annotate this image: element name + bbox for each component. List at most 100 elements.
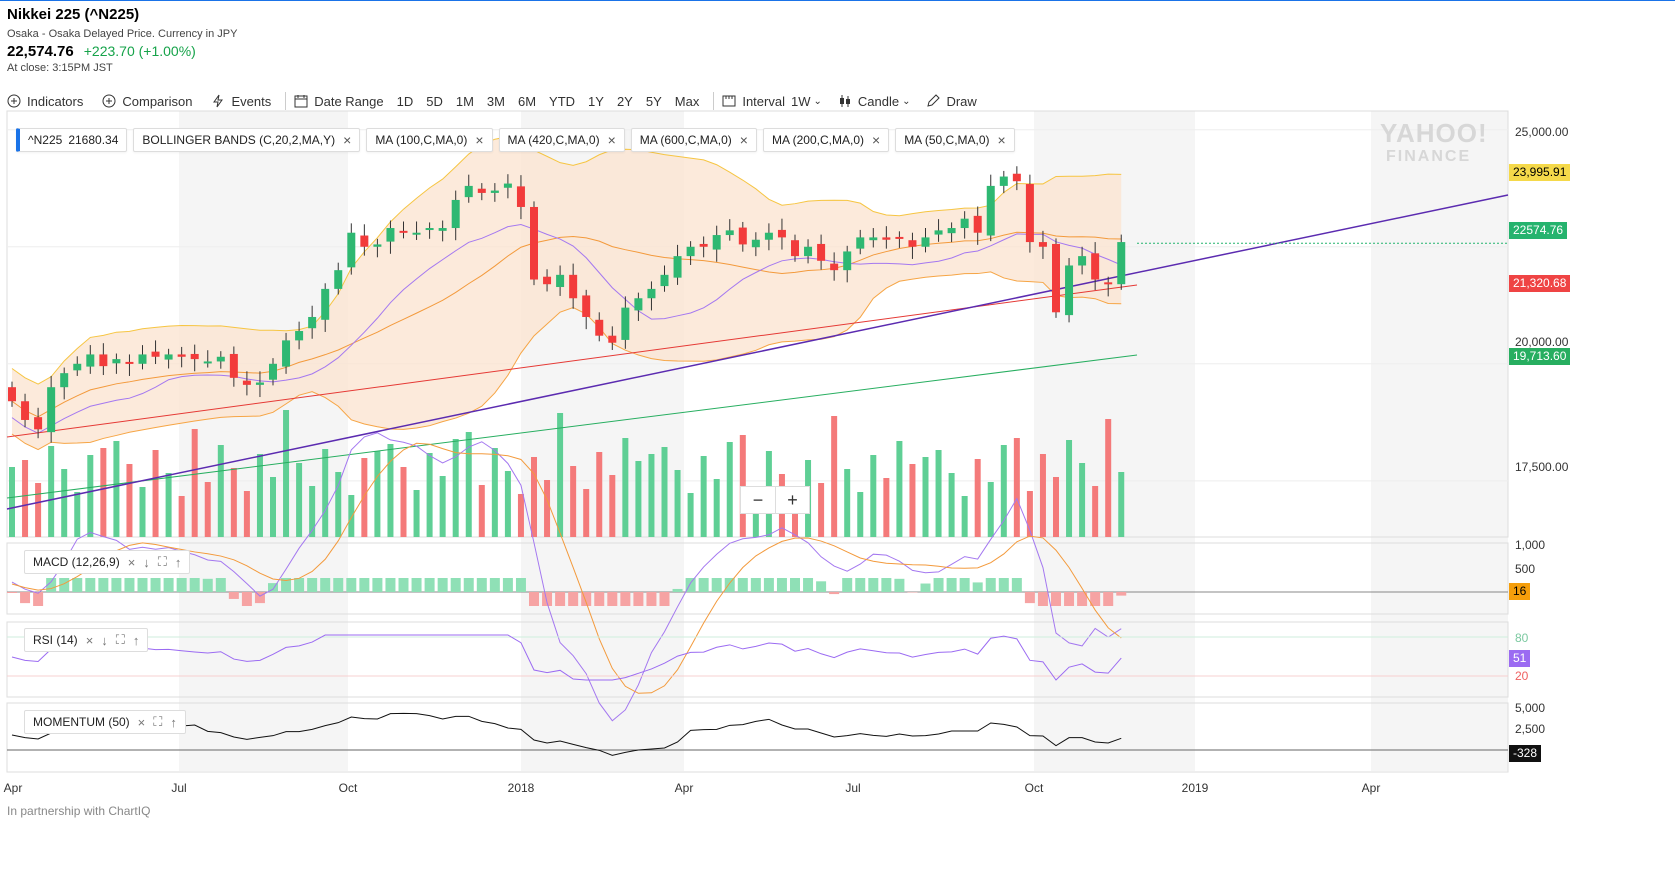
candle-body	[125, 361, 134, 364]
exchange-info: Osaka - Osaka Delayed Price. Currency in…	[7, 28, 238, 40]
volume-bar	[1079, 463, 1086, 537]
range-1y[interactable]: 1Y	[588, 93, 604, 109]
volume-bar	[439, 476, 446, 537]
study-chip[interactable]: MA (50,C,MA,0) ×	[895, 128, 1015, 152]
macd-histogram-bar	[111, 578, 122, 592]
volume-bar	[622, 438, 629, 537]
candle-body	[647, 288, 656, 299]
range-3m[interactable]: 3M	[486, 93, 505, 109]
comparison-button[interactable]: Comparison	[102, 89, 192, 113]
arrow-down-icon[interactable]: ↓	[143, 554, 150, 570]
indicators-button[interactable]: Indicators	[7, 89, 83, 113]
price-change: +223.70 (+1.00%)	[83, 43, 196, 59]
arrow-up-icon[interactable]: ↑	[170, 714, 177, 730]
macd-histogram-bar	[72, 578, 83, 592]
events-button[interactable]: Events	[211, 89, 271, 113]
range-5y[interactable]: 5Y	[645, 93, 662, 109]
arrow-up-icon[interactable]: ↑	[174, 554, 182, 570]
macd-histogram-bar	[359, 578, 370, 592]
candle-body	[1065, 265, 1074, 316]
close-icon[interactable]: ×	[343, 132, 352, 148]
macd-histogram-bar	[150, 578, 161, 592]
arrow-up-icon[interactable]: ↑	[132, 632, 140, 648]
study-chip[interactable]: BOLLINGER BANDS (C,20,2,MA,Y) ×	[133, 128, 361, 152]
candle-body	[725, 230, 734, 236]
study-chip[interactable]: MA (420,C,MA,0) ×	[498, 128, 625, 152]
candle-body	[438, 228, 447, 231]
candle-body	[334, 270, 343, 289]
candle-body	[934, 230, 943, 235]
macd-histogram-bar	[685, 578, 696, 592]
date-range-button[interactable]: Date Range	[294, 89, 384, 113]
yahoo-watermark: YAHOO!	[1380, 118, 1488, 148]
range-1m[interactable]: 1M	[455, 93, 474, 109]
expand-icon[interactable]: ⛶	[153, 714, 163, 729]
study-chip[interactable]: MA (200,C,MA,0) ×	[762, 128, 890, 152]
expand-icon[interactable]: ⛶	[115, 632, 125, 647]
candle-body	[516, 186, 525, 207]
symbol-chip[interactable]: ^N225 21680.34	[16, 128, 128, 152]
draw-label: Draw	[946, 93, 977, 109]
study-chip[interactable]: MA (600,C,MA,0) ×	[630, 128, 757, 152]
close-icon[interactable]: ×	[997, 132, 1006, 148]
close-icon[interactable]: ×	[739, 132, 748, 148]
arrow-down-icon[interactable]: ↓	[101, 632, 108, 648]
zoom-in-button[interactable]: +	[775, 487, 809, 513]
macd-histogram-bar	[85, 578, 96, 592]
close-icon[interactable]: ×	[607, 132, 616, 148]
close-icon[interactable]: ×	[127, 554, 136, 570]
macd-signal-line	[11, 442, 1122, 694]
close-icon[interactable]: ×	[872, 132, 881, 148]
symbol-name: ^N225	[28, 133, 63, 147]
range-ytd[interactable]: YTD	[549, 93, 576, 109]
range-5d[interactable]: 5D	[426, 93, 443, 109]
bb-upper-tag: 23,995.91	[1509, 164, 1571, 181]
candle-body	[999, 176, 1008, 186]
study-chip[interactable]: MA (100,C,MA,0) ×	[366, 128, 493, 152]
macd-histogram-bar	[646, 592, 657, 606]
draw-button[interactable]: Draw	[926, 89, 977, 113]
x-tick: Oct	[338, 781, 358, 795]
volume-bar	[191, 429, 198, 537]
close-time: At close: 3:15PM JST	[7, 62, 113, 74]
volume-bar	[726, 442, 733, 537]
volume-bar	[544, 480, 551, 537]
volume-bar	[635, 461, 642, 537]
zoom-out-button[interactable]: −	[752, 489, 764, 510]
candle-body	[882, 237, 891, 240]
macd-histogram-bar	[7, 592, 17, 593]
macd-histogram-bar	[529, 592, 539, 606]
candle-body	[751, 239, 760, 248]
candle-body	[203, 361, 212, 364]
rsi-panel-chip: RSI (14) × ↓ ⛶ ↑	[24, 628, 149, 652]
close-icon[interactable]: ×	[137, 714, 146, 730]
x-tick: Jul	[845, 781, 861, 795]
ma-green-line	[6, 354, 1138, 499]
range-2y[interactable]: 2Y	[616, 93, 633, 109]
interval-button[interactable]: Interval 1W ⌄	[722, 89, 822, 113]
ma-purple-line	[11, 224, 1122, 434]
close-icon[interactable]: ×	[475, 132, 484, 148]
candle-body	[699, 243, 708, 247]
candle-body	[621, 307, 630, 340]
candle-body	[425, 228, 434, 231]
macd-histogram-bar	[59, 578, 70, 592]
candle-body	[986, 185, 995, 236]
close-icon[interactable]: ×	[85, 632, 94, 648]
plus-circle-icon	[7, 94, 21, 108]
range-6m[interactable]: 6M	[517, 93, 537, 109]
candle-body	[738, 227, 747, 245]
candle-body	[530, 206, 538, 280]
macd-histogram-bar	[698, 578, 709, 592]
expand-icon[interactable]: ⛶	[157, 554, 167, 569]
range-1d[interactable]: 1D	[396, 93, 414, 109]
candle-body	[843, 251, 852, 271]
range-max[interactable]: Max	[674, 93, 700, 109]
chart-type-button[interactable]: Candle ⌄	[838, 89, 910, 113]
candle-body	[543, 276, 552, 285]
candle-body	[1104, 282, 1113, 285]
calendar-icon	[294, 95, 308, 108]
zoom-controls: − +	[740, 486, 810, 514]
macd-histogram-bar	[189, 578, 200, 592]
